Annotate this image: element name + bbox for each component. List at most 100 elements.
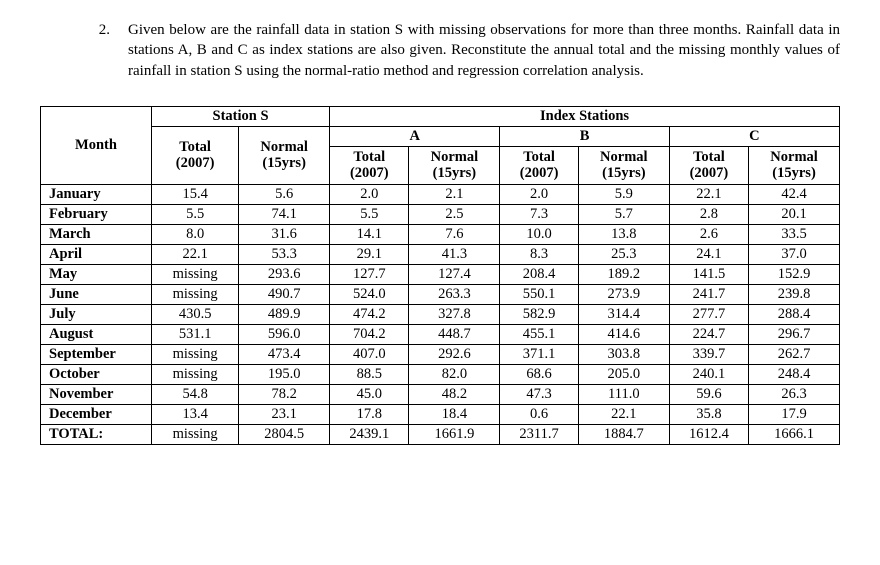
table-row: February5.574.15.52.57.35.72.820.1 (41, 205, 840, 225)
data-cell: 37.0 (749, 245, 840, 265)
table-header: Month Station S Index Stations Total(200… (41, 106, 840, 184)
table-row: December13.423.117.818.40.622.135.817.9 (41, 405, 840, 425)
col-b-header: B (500, 126, 669, 146)
data-cell: 205.0 (578, 365, 669, 385)
data-cell: 78.2 (239, 385, 330, 405)
data-cell: 59.6 (669, 385, 748, 405)
data-cell: 18.4 (409, 405, 500, 425)
data-cell: missing (152, 265, 239, 285)
data-cell: 22.1 (578, 405, 669, 425)
table-row: Junemissing490.7524.0263.3550.1273.9241.… (41, 285, 840, 305)
data-cell: 8.3 (500, 245, 579, 265)
data-cell: 531.1 (152, 325, 239, 345)
data-cell: 2.5 (409, 205, 500, 225)
data-cell: 704.2 (330, 325, 409, 345)
table-row: Octobermissing195.088.582.068.6205.0240.… (41, 365, 840, 385)
data-cell: 14.1 (330, 225, 409, 245)
month-header: Month (41, 106, 152, 184)
data-cell: 262.7 (749, 345, 840, 365)
data-cell: 2.0 (500, 185, 579, 205)
data-cell: 23.1 (239, 405, 330, 425)
index-stations-header: Index Stations (330, 106, 840, 126)
data-cell: 29.1 (330, 245, 409, 265)
data-cell: 7.3 (500, 205, 579, 225)
data-cell: 127.4 (409, 265, 500, 285)
col-s-normal: Normal(15yrs) (239, 126, 330, 184)
data-cell: 489.9 (239, 305, 330, 325)
data-cell: missing (152, 425, 239, 445)
table-row: Septembermissing473.4407.0292.6371.1303.… (41, 345, 840, 365)
data-cell: 45.0 (330, 385, 409, 405)
rainfall-table: Month Station S Index Stations Total(200… (40, 106, 840, 445)
col-b-total: Total(2007) (500, 146, 579, 184)
data-cell: 53.3 (239, 245, 330, 265)
data-cell: 2.6 (669, 225, 748, 245)
table-row: Maymissing293.6127.7127.4208.4189.2141.5… (41, 265, 840, 285)
data-cell: 239.8 (749, 285, 840, 305)
month-cell: October (41, 365, 152, 385)
data-cell: 5.7 (578, 205, 669, 225)
data-cell: 189.2 (578, 265, 669, 285)
month-cell: April (41, 245, 152, 265)
data-cell: missing (152, 285, 239, 305)
month-cell: December (41, 405, 152, 425)
month-cell: March (41, 225, 152, 245)
data-cell: 273.9 (578, 285, 669, 305)
data-cell: missing (152, 365, 239, 385)
data-cell: 7.6 (409, 225, 500, 245)
data-cell: 339.7 (669, 345, 748, 365)
month-cell: September (41, 345, 152, 365)
data-cell: 26.3 (749, 385, 840, 405)
data-cell: 10.0 (500, 225, 579, 245)
data-cell: 88.5 (330, 365, 409, 385)
data-cell: 17.8 (330, 405, 409, 425)
data-cell: 2.0 (330, 185, 409, 205)
data-cell: 42.4 (749, 185, 840, 205)
station-s-header: Station S (152, 106, 330, 126)
data-cell: 448.7 (409, 325, 500, 345)
data-cell: 2.8 (669, 205, 748, 225)
data-cell: 141.5 (669, 265, 748, 285)
data-cell: 1612.4 (669, 425, 748, 445)
data-cell: 2.1 (409, 185, 500, 205)
data-cell: 407.0 (330, 345, 409, 365)
col-c-header: C (669, 126, 839, 146)
month-cell: February (41, 205, 152, 225)
table-row: January15.45.62.02.12.05.922.142.4 (41, 185, 840, 205)
month-cell: July (41, 305, 152, 325)
data-cell: 35.8 (669, 405, 748, 425)
problem-statement: 2. Given below are the rainfall data in … (40, 20, 840, 81)
table-row: August531.1596.0704.2448.7455.1414.6224.… (41, 325, 840, 345)
data-cell: 240.1 (669, 365, 748, 385)
month-cell: January (41, 185, 152, 205)
data-cell: 1884.7 (578, 425, 669, 445)
data-cell: 208.4 (500, 265, 579, 285)
data-cell: 1661.9 (409, 425, 500, 445)
data-cell: 524.0 (330, 285, 409, 305)
table-body: January15.45.62.02.12.05.922.142.4Februa… (41, 185, 840, 445)
month-cell: November (41, 385, 152, 405)
data-cell: 474.2 (330, 305, 409, 325)
data-cell: 41.3 (409, 245, 500, 265)
col-a-header: A (330, 126, 500, 146)
data-cell: 314.4 (578, 305, 669, 325)
data-cell: 2439.1 (330, 425, 409, 445)
data-cell: 15.4 (152, 185, 239, 205)
table-row: March8.031.614.17.610.013.82.633.5 (41, 225, 840, 245)
data-cell: 288.4 (749, 305, 840, 325)
data-cell: 550.1 (500, 285, 579, 305)
data-cell: 1666.1 (749, 425, 840, 445)
problem-number: 2. (40, 20, 128, 81)
data-cell: 248.4 (749, 365, 840, 385)
data-cell: 0.6 (500, 405, 579, 425)
data-cell: 33.5 (749, 225, 840, 245)
col-c-normal: Normal(15yrs) (749, 146, 840, 184)
data-cell: 195.0 (239, 365, 330, 385)
data-cell: 582.9 (500, 305, 579, 325)
data-cell: 224.7 (669, 325, 748, 345)
data-cell: missing (152, 345, 239, 365)
data-cell: 5.9 (578, 185, 669, 205)
data-cell: 17.9 (749, 405, 840, 425)
table-row: July430.5489.9474.2327.8582.9314.4277.72… (41, 305, 840, 325)
data-cell: 111.0 (578, 385, 669, 405)
